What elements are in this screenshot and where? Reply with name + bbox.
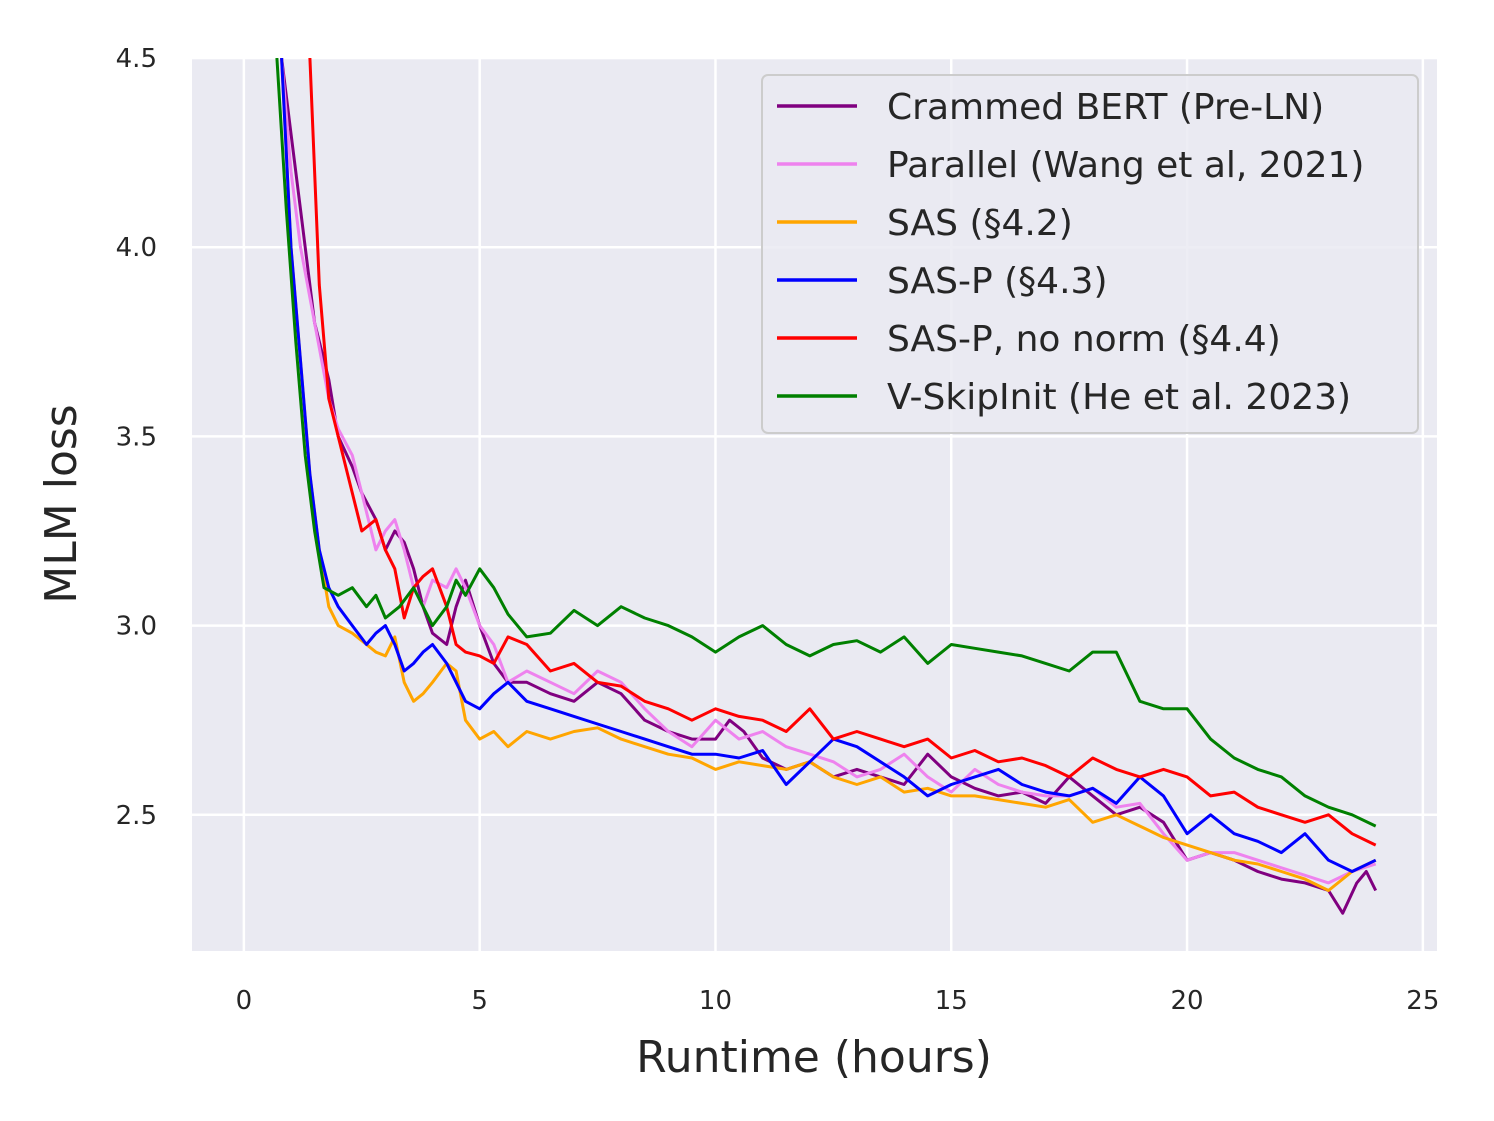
x-tick-label: 10 — [699, 986, 732, 1016]
legend: Crammed BERT (Pre-LN) Parallel (Wang et a… — [761, 74, 1419, 434]
series-line-sas-p-no-norm-4-4 — [308, 58, 1377, 847]
y-tick-label: 3.0 — [116, 612, 157, 642]
series-lines — [275, 58, 1378, 915]
legend-label: SAS-P, no norm (§4.4) — [887, 319, 1281, 360]
tick-labels: 0 5 10 15 20 25 2.5 3.0 3.5 4.0 4.5 — [116, 44, 1440, 1016]
x-tick-label: 25 — [1406, 986, 1439, 1016]
y-tick-label: 2.5 — [116, 801, 157, 831]
series-line-sas-4-2 — [280, 58, 1377, 892]
y-tick-label: 3.5 — [116, 422, 157, 452]
y-tick-label: 4.0 — [116, 233, 157, 263]
series-line-parallel-wang-et-al-2021 — [280, 58, 1377, 885]
y-tick-label: 4.5 — [116, 44, 157, 74]
series-line-sas-p-4-3 — [280, 58, 1377, 873]
x-tick-label: 5 — [471, 986, 488, 1016]
x-tick-label: 20 — [1171, 986, 1204, 1016]
series-line-v-skipinit-he-et-al-2023 — [275, 58, 1377, 828]
y-axis-title: MLM loss — [36, 404, 87, 603]
x-axis-title: Runtime (hours) — [636, 1032, 992, 1083]
x-tick-label: 15 — [935, 986, 968, 1016]
legend-box — [761, 74, 1419, 434]
legend-label: SAS-P (§4.3) — [887, 261, 1107, 302]
legend-label: Parallel (Wang et al, 2021) — [887, 145, 1364, 186]
legend-label: V-SkipInit (He et al. 2023) — [887, 377, 1351, 418]
legend-label: SAS (§4.2) — [887, 203, 1073, 244]
x-tick-label: 0 — [236, 986, 253, 1016]
legend-label: Crammed BERT (Pre-LN) — [887, 87, 1324, 128]
